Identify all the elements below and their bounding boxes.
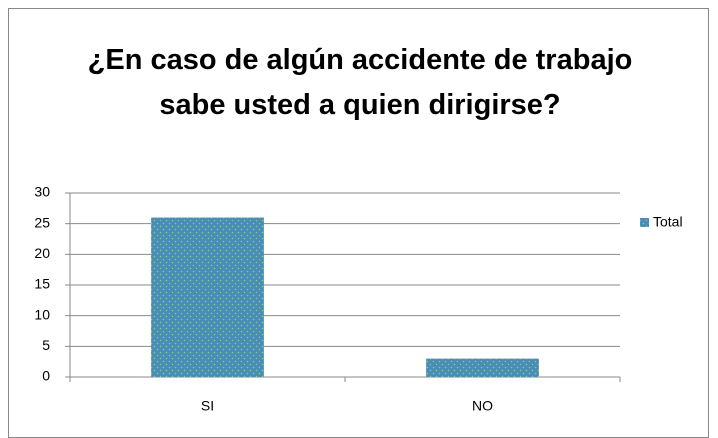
- legend-label: Total: [653, 214, 683, 230]
- bar: [151, 217, 264, 377]
- legend-swatch: [640, 218, 649, 227]
- y-tick-label: 30: [34, 184, 50, 200]
- y-tick-label: 0: [42, 368, 50, 384]
- y-tick-label: 25: [34, 214, 50, 230]
- chart-title: ¿En caso de algún accidente de trabajo s…: [87, 44, 633, 121]
- y-tick-label: 20: [34, 245, 50, 261]
- x-tick-label: SI: [201, 398, 214, 414]
- chart: 0 5 10 15 20 25 30 SI NO Total: [34, 184, 683, 414]
- y-tick-label: 15: [34, 276, 50, 292]
- y-tick-label: 5: [42, 337, 50, 353]
- bar: [426, 358, 539, 377]
- x-tick-label: NO: [472, 398, 493, 414]
- page: ¿En caso de algún accidente de trabajo s…: [8, 8, 709, 438]
- y-tick-label: 10: [34, 306, 50, 322]
